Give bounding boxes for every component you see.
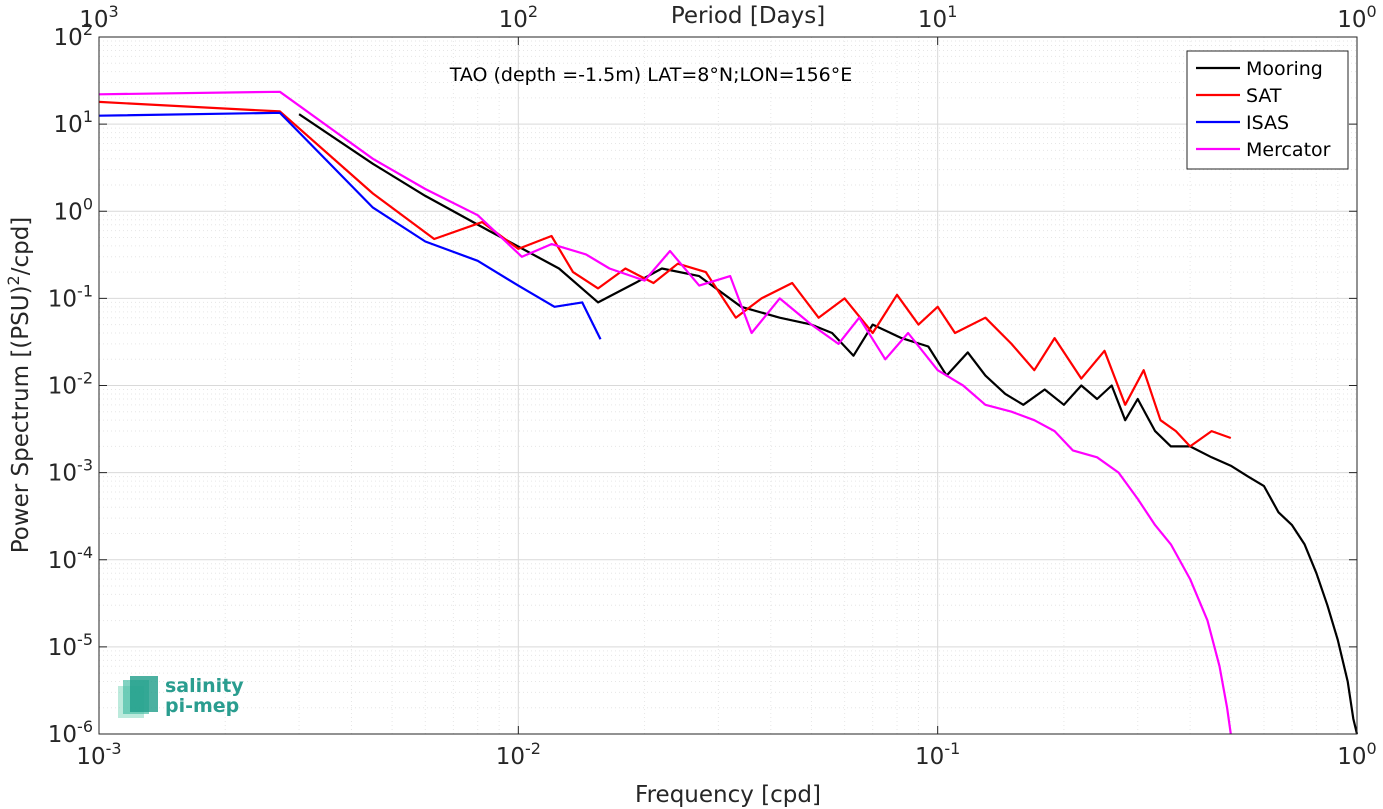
series-line-sat bbox=[98, 100, 1232, 448]
x-axis-label: Frequency [cpd] bbox=[635, 782, 821, 808]
y-tick-label: 10-3 bbox=[48, 456, 93, 487]
legend-label-mercator: Mercator bbox=[1246, 139, 1331, 161]
legend-label-mooring: Mooring bbox=[1246, 58, 1323, 80]
x-tick-label: 10-1 bbox=[915, 739, 960, 770]
series-line-mooring bbox=[298, 113, 1359, 735]
y-axis-label: Power Spectrum [(PSU)2/cpd] bbox=[4, 217, 34, 554]
legend-label-sat: SAT bbox=[1246, 85, 1282, 107]
annotation: TAO (depth =-1.5m) LAT=8°N;LON=156°E bbox=[449, 64, 853, 86]
y-tick-label: 100 bbox=[54, 194, 93, 225]
y-tick-label: 10-2 bbox=[48, 369, 93, 400]
y-tick-label: 101 bbox=[54, 107, 93, 138]
y-tick-label: 102 bbox=[54, 20, 93, 51]
y-tick-label: 10-1 bbox=[48, 281, 93, 312]
series-line-mercator bbox=[98, 90, 1232, 735]
x-tick-label: 10-3 bbox=[76, 739, 121, 770]
y-tick-label: 10-6 bbox=[48, 717, 93, 748]
legend-label-isas: ISAS bbox=[1246, 112, 1289, 134]
top-tick-label: 101 bbox=[918, 2, 957, 33]
legend: Mooring SAT ISAS Mercator bbox=[1186, 50, 1349, 170]
x-tick-label: 10-2 bbox=[496, 739, 541, 770]
y-tick-label: 10-5 bbox=[48, 630, 93, 661]
logo-text-salinity: salinity bbox=[165, 675, 244, 697]
top-tick-label: 100 bbox=[1337, 2, 1376, 33]
y-tick-label: 10-4 bbox=[48, 543, 93, 574]
x-tick-label: 100 bbox=[1337, 739, 1376, 770]
logo-text-pi-mep: pi-mep bbox=[165, 695, 239, 717]
top-tick-label: 102 bbox=[499, 2, 538, 33]
top-tick-label: 103 bbox=[79, 2, 118, 33]
series-line-isas bbox=[98, 111, 602, 340]
series-group bbox=[98, 90, 1359, 735]
top-axis-label: Period [Days] bbox=[671, 3, 825, 29]
salinity-pi-mep-logo: salinity pi-mep bbox=[118, 675, 244, 718]
